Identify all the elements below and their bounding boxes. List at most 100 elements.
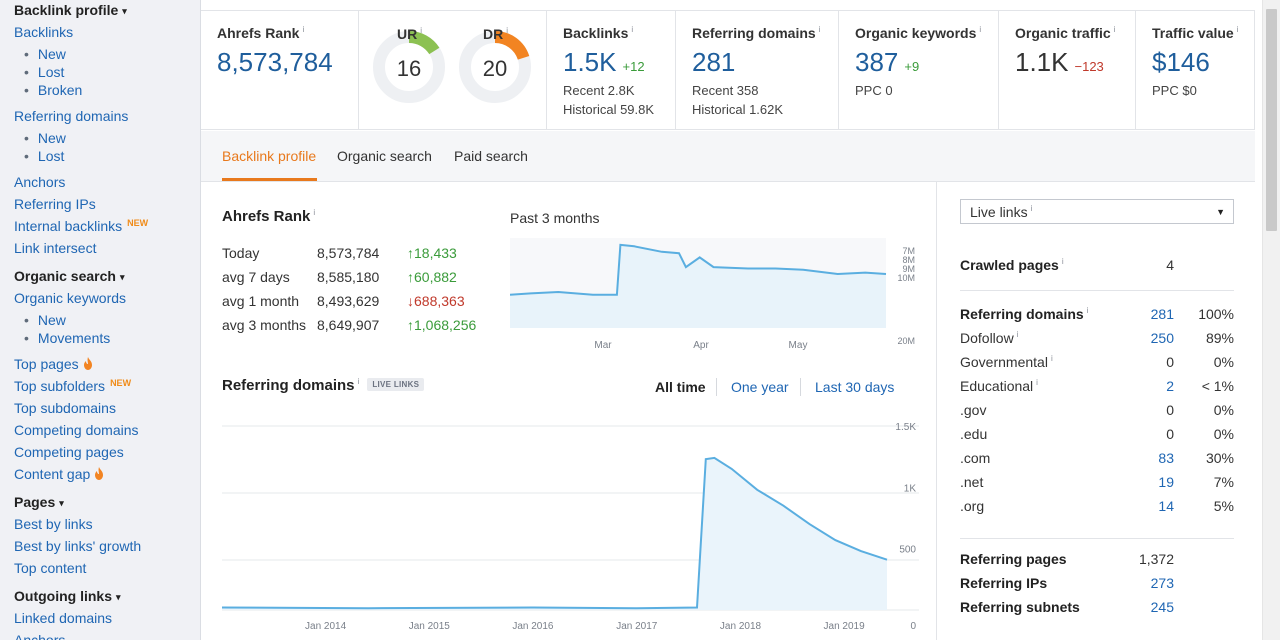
- info-icon[interactable]: i: [1016, 330, 1019, 339]
- sidebar-link-anchors-outgoing[interactable]: Anchors: [14, 632, 66, 640]
- info-icon[interactable]: i: [1086, 306, 1089, 315]
- rank-label: avg 1 month: [222, 293, 300, 309]
- sidebar-link-competing-domains[interactable]: Competing domains: [14, 422, 139, 438]
- info-icon[interactable]: i: [313, 208, 316, 217]
- sidebar-link-internal-backlinks[interactable]: Internal backlinks NEW: [14, 218, 149, 234]
- info-icon[interactable]: i: [1113, 25, 1116, 34]
- y-tick-label: 1.5K: [895, 422, 916, 433]
- breakdown-count[interactable]: 281: [1150, 306, 1174, 322]
- sidebar: Backlink profile▾ Backlinks New Lost Bro…: [0, 0, 201, 640]
- referring-domains-chart[interactable]: Jan 2014 Jan 2015 Jan 2016 Jan 2017 Jan 2018…: [201, 412, 937, 640]
- x-tick-label: Mar: [594, 340, 612, 351]
- info-icon[interactable]: i: [506, 26, 509, 35]
- sidebar-link-top-subfolders[interactable]: Top subfolders NEW: [14, 378, 132, 394]
- overview-content: Ahrefs Rank i Today 8,573,784 ↑18,433 avg 7…: [201, 182, 937, 640]
- breakdown-count: 0: [1166, 354, 1174, 370]
- section-title-referring-domains: Referring domains i LIVE LINKS: [222, 377, 425, 394]
- sidebar-sub-backlinks-broken[interactable]: Broken: [24, 82, 82, 98]
- sidebar-link-link-intersect[interactable]: Link intersect: [14, 240, 97, 256]
- metric-value[interactable]: $146: [1152, 47, 1210, 77]
- period-all-time[interactable]: All time: [655, 379, 706, 395]
- sidebar-sub-refdomains-new[interactable]: New: [24, 130, 66, 146]
- rank-change: ↑60,882: [407, 269, 457, 285]
- y-tick-label: 7M: [902, 246, 915, 256]
- info-icon[interactable]: i: [420, 26, 423, 35]
- breakdown-row: .com 83 30%: [960, 450, 1234, 466]
- referring-stat-value[interactable]: 245: [1150, 599, 1174, 615]
- metric-value[interactable]: 8,573,784: [217, 47, 333, 77]
- metric-ppc: PPC $0: [1152, 83, 1197, 98]
- sidebar-link-top-content[interactable]: Top content: [14, 560, 87, 576]
- sidebar-sub-keywords-movements[interactable]: Movements: [24, 330, 110, 346]
- info-icon[interactable]: i: [1236, 25, 1239, 34]
- breakdown-count[interactable]: 250: [1150, 330, 1174, 346]
- sidebar-sub-keywords-new[interactable]: New: [24, 312, 66, 328]
- info-icon[interactable]: i: [357, 377, 360, 386]
- sidebar-link-linked-domains[interactable]: Linked domains: [14, 610, 113, 626]
- sidebar-link-backlinks[interactable]: Backlinks: [14, 24, 74, 40]
- sidebar-heading-outgoing-links[interactable]: Outgoing links ▾: [14, 588, 121, 604]
- metric-title: Organic keywords i: [855, 25, 982, 41]
- breakdown-row: .org 14 5%: [960, 498, 1234, 514]
- metric-value[interactable]: 281: [692, 47, 736, 77]
- info-icon[interactable]: i: [979, 25, 982, 34]
- metric-value[interactable]: 387 +9: [855, 47, 920, 77]
- sidebar-link-top-subdomains[interactable]: Top subdomains: [14, 400, 116, 416]
- right-panel: Live links i ▼ Crawled pages i 4 Referring d…: [938, 182, 1255, 640]
- rank-line: [510, 243, 887, 296]
- sidebar-link-referring-domains[interactable]: Referring domains: [14, 108, 129, 124]
- refdomains-line: [221, 456, 888, 610]
- info-icon[interactable]: i: [818, 25, 821, 34]
- breakdown-count[interactable]: 83: [1158, 450, 1174, 466]
- tab-organic-search[interactable]: Organic search: [337, 148, 432, 164]
- y-tick-label: 10M: [897, 273, 915, 283]
- metric-value[interactable]: 1.1K −123: [1015, 47, 1104, 77]
- y-tick-label: 0: [910, 621, 916, 632]
- metrics-bar: Ahrefs Rank i 8,573,784 16 UR i 20 DR i Bac…: [201, 10, 1255, 130]
- breakdown-count[interactable]: 14: [1158, 498, 1174, 514]
- sidebar-link-organic-keywords[interactable]: Organic keywords: [14, 290, 127, 306]
- sidebar-link-best-by-links-growth[interactable]: Best by links' growth: [14, 538, 142, 554]
- sidebar-link-content-gap[interactable]: Content gap: [14, 466, 104, 482]
- dr-gauge[interactable]: 20: [457, 29, 533, 105]
- metric-value[interactable]: 1.5K +12: [563, 47, 645, 77]
- tab-paid-search[interactable]: Paid search: [454, 148, 528, 164]
- info-icon[interactable]: i: [1050, 354, 1053, 363]
- sidebar-link-referring-ips[interactable]: Referring IPs: [14, 196, 96, 212]
- sidebar-sub-backlinks-lost[interactable]: Lost: [24, 64, 64, 80]
- info-icon[interactable]: i: [631, 25, 634, 34]
- ur-gauge[interactable]: 16: [371, 29, 447, 105]
- breakdown-count[interactable]: 19: [1158, 474, 1174, 490]
- sidebar-heading-backlink-profile[interactable]: Backlink profile ▾: [14, 2, 127, 18]
- sidebar-link-best-by-links[interactable]: Best by links: [14, 516, 93, 532]
- vertical-scrollbar[interactable]: [1262, 0, 1280, 640]
- rank-label: avg 7 days: [222, 269, 290, 285]
- metric-recent: Recent 358: [692, 83, 759, 98]
- info-icon[interactable]: i: [1061, 257, 1064, 266]
- sidebar-link-top-pages[interactable]: Top pages: [14, 356, 93, 372]
- sidebar-sub-refdomains-lost[interactable]: Lost: [24, 148, 64, 164]
- metric-organic-keywords: Organic keywords i 387 +9 PPC 0: [839, 11, 999, 130]
- sidebar-heading-pages[interactable]: Pages ▾: [14, 494, 64, 510]
- sidebar-link-anchors[interactable]: Anchors: [14, 174, 66, 190]
- period-last-30-days[interactable]: Last 30 days: [815, 379, 895, 395]
- x-tick-label: Jan 2015: [409, 621, 451, 632]
- new-badge: NEW: [110, 378, 132, 388]
- live-links-select[interactable]: Live links i ▼: [960, 199, 1234, 224]
- metric-ur-dr: 16 UR i 20 DR i: [359, 11, 547, 130]
- caret-down-icon: ▾: [59, 498, 64, 508]
- breakdown-percent: < 1%: [1201, 378, 1234, 394]
- breakdown-count[interactable]: 2: [1166, 378, 1174, 394]
- period-one-year[interactable]: One year: [731, 379, 789, 395]
- breakdown-percent: 0%: [1213, 402, 1234, 418]
- info-icon[interactable]: i: [302, 25, 305, 34]
- referring-stat-value[interactable]: 273: [1150, 575, 1174, 591]
- tab-backlink-profile[interactable]: Backlink profile: [222, 148, 317, 164]
- info-icon[interactable]: i: [1036, 378, 1038, 387]
- sidebar-sub-backlinks-new[interactable]: New: [24, 46, 66, 62]
- sidebar-heading-organic-search[interactable]: Organic search ▾: [14, 268, 125, 284]
- rank-label: avg 3 months: [222, 317, 307, 333]
- scrollbar-thumb[interactable]: [1266, 9, 1277, 231]
- sidebar-link-competing-pages[interactable]: Competing pages: [14, 444, 124, 460]
